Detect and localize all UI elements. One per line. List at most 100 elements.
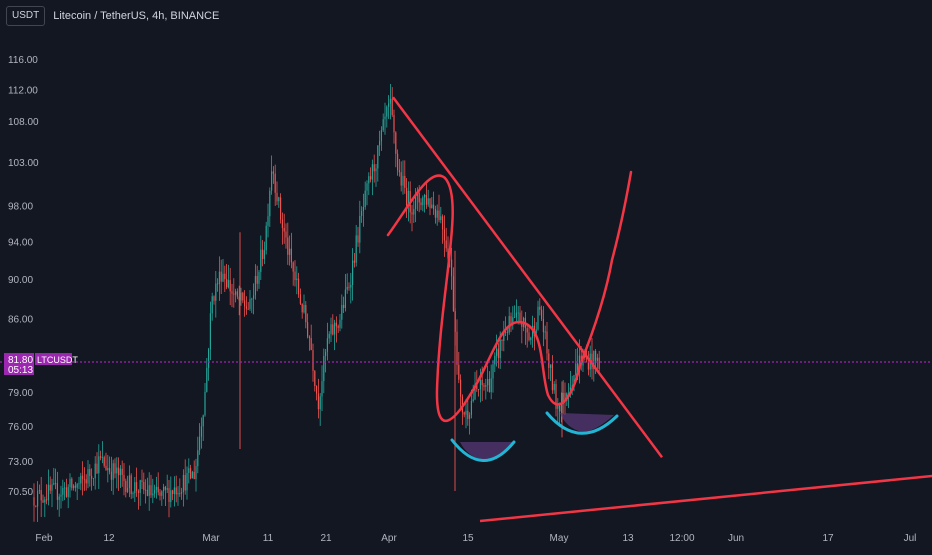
- candle-body: [49, 484, 51, 491]
- candle-body: [269, 190, 271, 217]
- candle-body: [334, 322, 336, 335]
- candle-body: [64, 487, 66, 489]
- candle-body: [303, 304, 305, 313]
- left-shoulder-arc[interactable]: [450, 438, 516, 462]
- ascending-trendline[interactable]: [479, 474, 932, 523]
- candle-body: [499, 339, 501, 358]
- x-tick-label: Jul: [904, 533, 917, 544]
- candle-body: [98, 456, 100, 474]
- candle-body: [505, 331, 507, 333]
- candle-body: [182, 474, 184, 493]
- candle-body: [474, 384, 476, 400]
- candle-body: [222, 273, 224, 282]
- candle-body: [382, 119, 384, 131]
- candle-body: [249, 299, 251, 309]
- candle-body: [562, 392, 564, 405]
- x-tick-label: 13: [622, 533, 634, 544]
- candle-body: [400, 172, 402, 186]
- candle-body: [364, 190, 366, 208]
- candle-body: [463, 412, 465, 415]
- candle-body: [398, 170, 400, 173]
- candle-body: [116, 467, 118, 474]
- candle-body: [357, 235, 359, 243]
- candle-body: [38, 489, 40, 491]
- candle-body: [415, 195, 417, 210]
- candle-body: [166, 488, 168, 490]
- candle-body: [503, 332, 505, 341]
- candle-body: [143, 481, 145, 491]
- candle-body: [407, 191, 409, 206]
- projected-path-curve[interactable]: [386, 170, 633, 423]
- candle-body: [262, 249, 264, 259]
- candle-body: [434, 208, 436, 218]
- candle-body: [413, 209, 415, 215]
- candle-body: [292, 262, 294, 272]
- candle-body: [321, 381, 323, 397]
- x-tick-label: 17: [822, 533, 834, 544]
- candle-body: [281, 219, 283, 228]
- last-price-box: [4, 353, 34, 376]
- candle-body: [173, 487, 175, 494]
- candle-body: [497, 348, 499, 358]
- candle-body: [418, 193, 420, 203]
- candle-body: [429, 198, 431, 208]
- candle-body: [280, 197, 282, 220]
- candle-body: [362, 207, 364, 212]
- candle-body: [276, 192, 278, 202]
- candle-body: [470, 400, 472, 415]
- candle-body: [341, 304, 343, 320]
- candle-body: [393, 115, 395, 133]
- candle-body: [438, 210, 440, 221]
- candle-body: [202, 415, 204, 427]
- candle-body: [447, 248, 449, 259]
- last-price-value: 81.80: [8, 355, 33, 366]
- candle-body: [440, 216, 442, 221]
- candle-body: [172, 490, 174, 494]
- candle-body: [528, 332, 530, 341]
- candle-body: [220, 271, 222, 282]
- candle-body: [229, 280, 231, 292]
- candle-body: [83, 478, 85, 480]
- descending-trendline[interactable]: [391, 96, 664, 458]
- candle-body: [548, 353, 550, 368]
- candle-body: [391, 98, 393, 116]
- candle-body: [235, 291, 237, 295]
- candle-body: [128, 475, 130, 488]
- candle-body: [161, 491, 163, 496]
- y-tick-label: 112.00: [8, 85, 38, 96]
- right-shoulder-arc[interactable]: [545, 411, 619, 435]
- candle-body: [479, 379, 481, 390]
- candle-body: [512, 317, 514, 324]
- candle-body: [395, 132, 397, 154]
- right-shoulder-fill: [560, 413, 614, 432]
- candle-body: [247, 308, 249, 310]
- symbol-title: Litecoin / TetherUS, 4h, BINANCE: [53, 10, 220, 22]
- symbol-tag: [35, 353, 72, 366]
- candle-body: [316, 386, 318, 394]
- candle-body: [319, 396, 321, 410]
- candle-body: [564, 392, 566, 401]
- candle-body: [253, 295, 255, 299]
- candle-body: [542, 318, 544, 333]
- candle-body: [332, 324, 334, 335]
- quote-currency-button[interactable]: USDT: [6, 6, 46, 26]
- candle-body: [96, 463, 98, 474]
- candle-body: [550, 364, 552, 368]
- candle-body: [107, 468, 109, 471]
- candle-body: [375, 168, 377, 172]
- candle-body: [251, 298, 253, 300]
- candle-body: [109, 468, 111, 472]
- candle-body: [105, 465, 107, 471]
- candle-body: [587, 358, 589, 370]
- candle-body: [85, 479, 87, 484]
- candle-body: [244, 300, 246, 307]
- candle-body: [573, 375, 575, 386]
- candle-body: [312, 350, 314, 371]
- candle-body: [366, 183, 368, 191]
- candle-body: [483, 385, 485, 387]
- candle-body: [290, 248, 292, 263]
- candle-body: [213, 296, 215, 301]
- candle-body: [199, 436, 201, 451]
